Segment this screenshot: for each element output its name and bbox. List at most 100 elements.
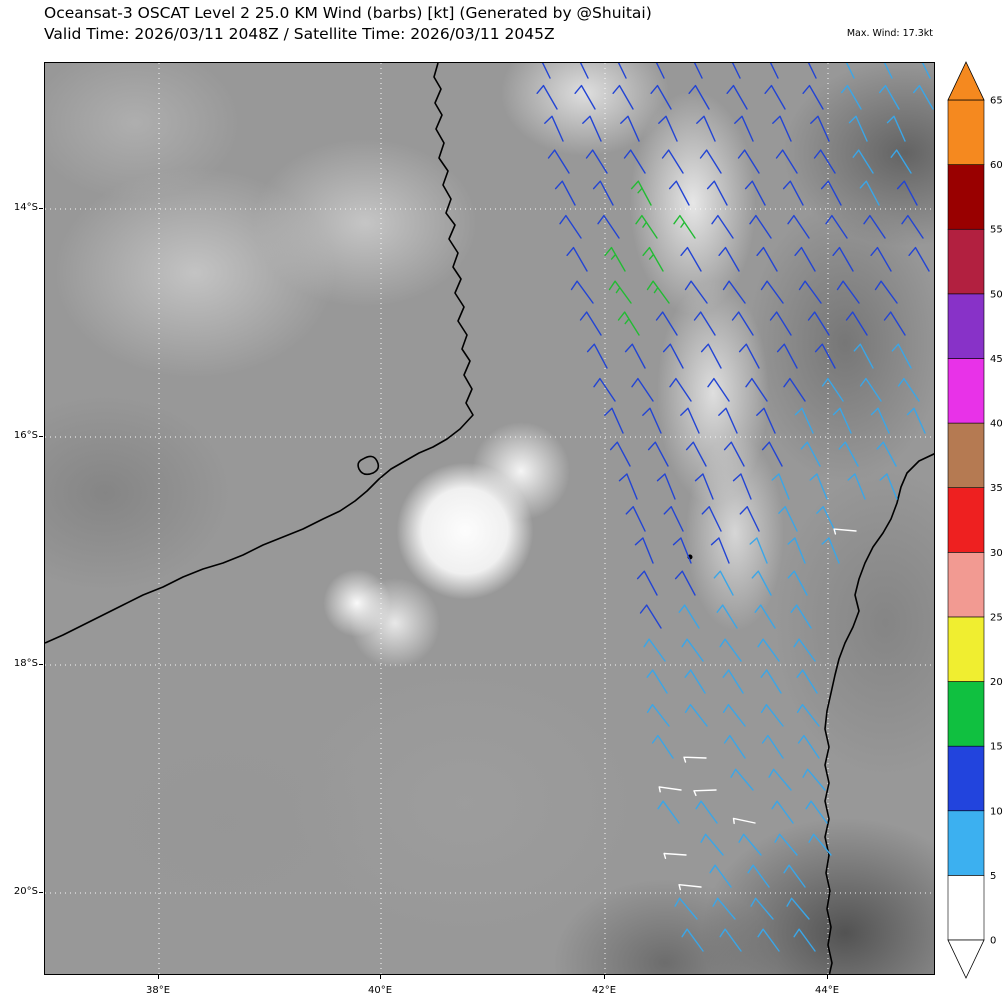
wind-barb [680,407,700,434]
wind-barb [579,63,589,79]
y-tick-mark [39,436,43,437]
wind-barb [793,928,816,952]
x-tick-mark [604,975,605,979]
wind-barb [593,377,616,402]
colorbar-segment [947,164,985,230]
colorbar-segment [947,228,985,295]
x-tick-label: 40°E [367,985,393,996]
wind-barb [642,407,662,434]
wind-barb [722,704,746,727]
y-tick-mark [39,892,43,893]
wind-barb [655,63,665,79]
wind-barb [787,214,810,239]
wind-barb [722,280,746,304]
wind-barb [859,180,880,206]
wind-barb [681,928,704,952]
wind-barb [719,928,742,952]
colorbar-tick-label: 25 [990,612,1003,623]
wind-barb [668,180,690,206]
wind-barb [848,115,868,142]
wind-barb [838,441,859,467]
wind-barb [757,638,780,662]
colorbar-tick-label: 45 [990,354,1003,365]
wind-barb [709,864,732,888]
colorbar-segment [947,487,985,553]
wind-barb [635,214,658,239]
wind-barb [712,897,736,920]
wind-barb [906,407,926,434]
wind-barbs [536,63,934,952]
wind-barb [841,84,862,110]
x-tick-label: 38°E [145,985,171,996]
wind-barb [624,343,646,369]
wind-barb [609,441,631,467]
wind-barb [618,473,638,500]
wind-barb [674,570,696,596]
wind-barb [814,343,836,369]
wind-barb [790,604,812,629]
wind-barb [796,669,818,694]
wind-barb [718,246,740,272]
wind-barb [845,311,868,336]
colorbar-segment [947,293,985,359]
wind-barb [597,214,620,239]
wind-barb [802,768,826,791]
wind-barb [756,407,776,434]
wind-barb [713,570,734,596]
wind-barb [669,377,692,402]
map-overlay [45,63,934,974]
coastline-path [357,455,380,476]
x-tick-mark [380,975,381,979]
wind-barb [554,180,576,206]
wind-barb [734,115,754,142]
wind-barb [913,84,934,110]
wind-barb [760,669,782,694]
wind-barb [731,311,754,336]
wind-barb [783,377,806,402]
wind-barb [674,897,698,920]
wind-barb [707,377,730,402]
wind-barb [719,638,742,662]
wind-barb [833,528,857,535]
wind-barb [879,84,900,110]
wind-barb [745,377,768,402]
wind-barb [761,734,784,759]
y-tick-label: 14°S [13,202,38,213]
satellite-map [44,62,935,975]
wind-barb [769,63,779,79]
wind-barb [663,852,687,859]
colorbar-segment [947,616,985,682]
wind-barb [585,149,608,174]
wind-barb [794,246,816,272]
wind-barb [891,343,912,369]
coastline [45,63,934,974]
colorbar-segment [947,358,985,424]
colorbar-tick-label: 35 [990,483,1003,494]
wind-barb [810,115,830,142]
wind-barb [883,63,893,79]
wind-barb [722,669,744,694]
wind-barb [570,280,594,304]
wind-barb [700,343,722,369]
wind-barb [870,246,892,272]
wind-barb [787,537,806,564]
wind-barb [672,537,692,564]
wind-barb [658,786,682,793]
y-tick-mark [39,208,43,209]
colorbar-arrow-top [947,61,985,101]
wind-barb [656,473,676,500]
wind-barb [778,506,798,532]
wind-barb [661,149,684,174]
wind-barb [680,246,702,272]
wind-barb [852,149,874,174]
wind-barb [544,115,564,142]
wind-barb [876,441,897,467]
y-tick-mark [39,664,43,665]
x-tick-mark [158,975,159,979]
wind-barb [541,63,551,79]
wind-barb [639,604,662,629]
wind-barb [662,343,684,369]
wind-barb [647,441,669,467]
wind-barb [794,407,814,434]
